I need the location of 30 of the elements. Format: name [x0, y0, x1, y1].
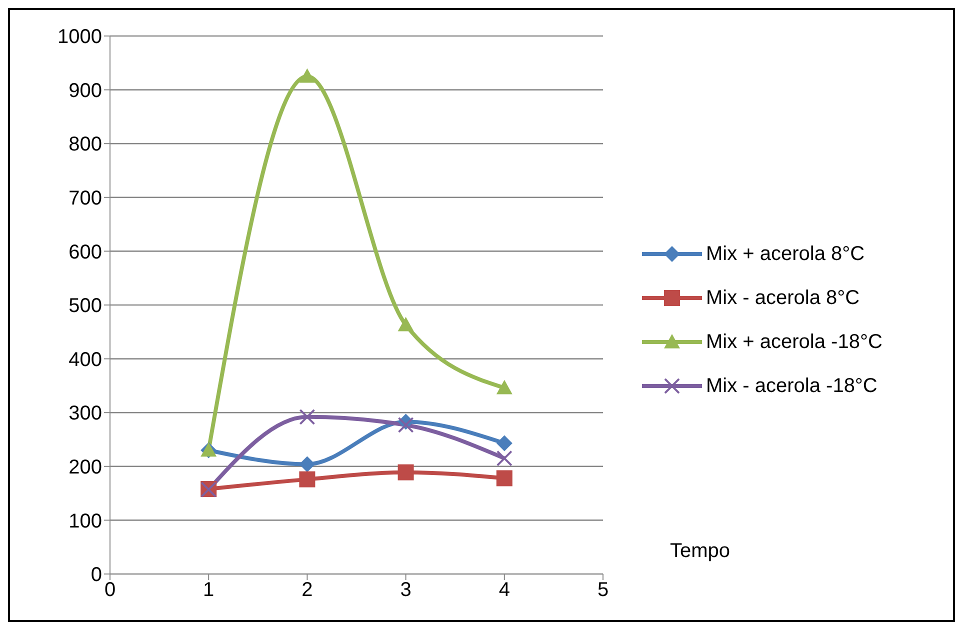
- point: [299, 68, 316, 83]
- x-tick-label: 1: [203, 579, 214, 602]
- y-tick-label: 200: [68, 456, 102, 478]
- y-tick-label: 900: [68, 80, 102, 102]
- legend-label: Mix + acerola -18°C: [706, 330, 882, 354]
- point: [398, 316, 414, 332]
- point: [496, 380, 512, 394]
- y-tick-label: 100: [68, 510, 102, 532]
- y-tick-label: 400: [68, 348, 102, 371]
- y-tick-label: 800: [68, 134, 102, 156]
- y-tick-label: 1000: [58, 26, 102, 48]
- point: [496, 435, 512, 452]
- legend-label: Mix - acerola 8°C: [706, 286, 860, 310]
- text: Tempo: [670, 540, 730, 563]
- x-tick-label: 0: [104, 579, 116, 602]
- y-tick-label: 700: [68, 188, 102, 210]
- point: [398, 464, 414, 480]
- x-tick-label: 3: [400, 579, 412, 602]
- point: [496, 470, 512, 486]
- point: [299, 456, 316, 472]
- y-tick-label: 300: [68, 402, 102, 425]
- y-tick-label: 500: [68, 295, 102, 318]
- legend-label: Mix + acerola 8°C: [706, 242, 865, 266]
- x-tick-label: 4: [498, 579, 510, 602]
- x-tick-label: 5: [597, 579, 609, 602]
- point: [299, 471, 316, 488]
- y-tick-label: 0: [90, 564, 102, 586]
- x-tick-label: 2: [302, 579, 313, 602]
- y-tick-label: 600: [68, 241, 102, 264]
- legend-label: Mix - acerola -18°C: [706, 374, 878, 398]
